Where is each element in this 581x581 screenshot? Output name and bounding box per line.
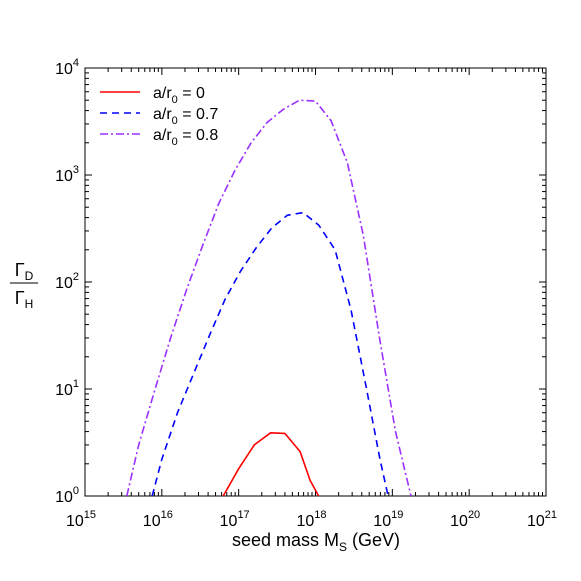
x-tick-base: 10 <box>143 513 161 530</box>
legend-label-subscript: 0 <box>172 136 178 148</box>
x-axis-label-subscript: S <box>339 540 347 554</box>
y-axis-label-denominator: ΓH <box>15 288 34 311</box>
y-axis-label-num-sub: D <box>25 269 34 283</box>
y-tick-label: 104 <box>55 57 79 78</box>
y-axis-label-num-main: Γ <box>15 260 25 280</box>
legend-label: a/r0 = 0.8 <box>153 127 218 148</box>
legend: a/r0 = 0a/r0 = 0.7a/r0 = 0.8 <box>100 85 218 148</box>
x-tick-base: 10 <box>527 513 545 530</box>
x-tick-exponent: 19 <box>391 509 403 521</box>
legend-label-value: = 0.8 <box>178 127 219 144</box>
y-tick-label: 101 <box>55 378 79 399</box>
legend-label: a/r0 = 0.7 <box>153 106 218 127</box>
y-tick-base: 10 <box>55 382 73 399</box>
axis-ticks: 1015 1016 1017 1018 1019 1020 1021100101102103… <box>55 57 557 530</box>
legend-label-value: = 0.7 <box>178 106 219 123</box>
y-axis-label-den-sub: H <box>25 297 34 311</box>
y-axis-label-numerator: ΓD <box>15 260 34 283</box>
y-tick-exponent: 4 <box>73 57 79 69</box>
x-tick-label: 1019 <box>373 509 403 530</box>
x-tick-label: 1021 <box>527 509 557 530</box>
y-tick-label: 103 <box>55 164 79 185</box>
x-tick-base: 10 <box>220 513 238 530</box>
x-tick-exponent: 20 <box>468 509 480 521</box>
series-line <box>126 99 412 497</box>
y-tick-exponent: 1 <box>73 378 79 390</box>
legend-label-subscript: 0 <box>172 115 178 127</box>
x-tick-label: 1016 <box>143 509 173 530</box>
x-tick-base: 10 <box>296 513 314 530</box>
x-tick-exponent: 17 <box>237 509 249 521</box>
series-lines <box>126 99 412 497</box>
y-tick-base: 10 <box>55 275 73 292</box>
x-tick-base: 10 <box>450 513 468 530</box>
y-tick-exponent: 2 <box>73 271 79 283</box>
x-axis-label-main: seed mass M <box>232 530 339 550</box>
x-axis-label: seed mass MS (GeV) <box>232 530 400 554</box>
x-tick-label: 1015 <box>66 509 96 530</box>
y-tick-base: 10 <box>55 489 73 506</box>
legend-label-value: = 0 <box>178 85 205 102</box>
legend-label-main: a/r <box>153 85 172 102</box>
y-tick-base: 10 <box>55 168 73 185</box>
series-line <box>222 431 320 497</box>
x-tick-exponent: 15 <box>84 509 96 521</box>
series-line <box>151 211 389 497</box>
x-axis-label-unit: (GeV) <box>347 530 400 550</box>
y-tick-label: 102 <box>55 271 79 292</box>
y-tick-exponent: 3 <box>73 164 79 176</box>
x-tick-exponent: 16 <box>161 509 173 521</box>
y-axis-label-den-main: Γ <box>15 288 25 308</box>
y-tick-label: 100 <box>55 485 79 506</box>
legend-label-main: a/r <box>153 106 172 123</box>
x-tick-exponent: 18 <box>314 509 326 521</box>
y-tick-exponent: 0 <box>73 485 79 497</box>
legend-label-main: a/r <box>153 127 172 144</box>
x-tick-label: 1017 <box>220 509 250 530</box>
x-tick-exponent: 21 <box>545 509 557 521</box>
legend-label: a/r0 = 0 <box>153 85 205 106</box>
y-tick-base: 10 <box>55 61 73 78</box>
x-tick-base: 10 <box>66 513 84 530</box>
x-tick-label: 1018 <box>296 509 326 530</box>
x-tick-base: 10 <box>373 513 391 530</box>
legend-label-subscript: 0 <box>172 94 178 106</box>
x-tick-label: 1020 <box>450 509 480 530</box>
